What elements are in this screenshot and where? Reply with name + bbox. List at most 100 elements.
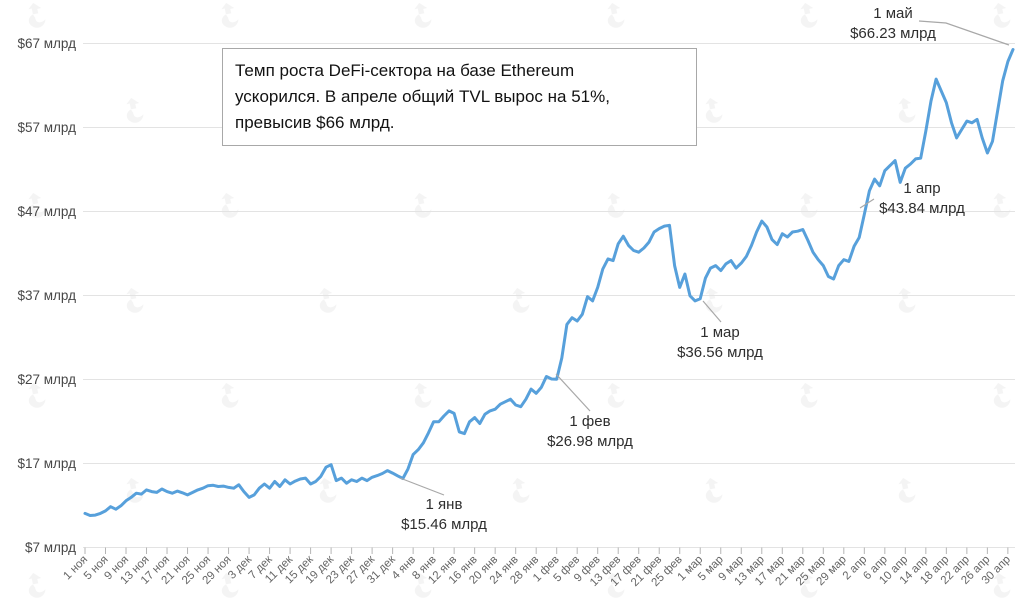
watermark-arrow-shape [800,572,814,585]
watermark-hook-shape [221,14,239,28]
watermark-logo-icon [512,287,530,313]
callout-date-label: 1 май [873,5,913,22]
watermark-arrow-shape [705,97,719,110]
watermark-arrow-shape [705,477,719,490]
watermark-hook-shape [607,14,625,28]
watermark-hook-shape [607,204,625,218]
watermark-arrow-shape [221,572,235,585]
watermark-logo-icon [800,572,818,598]
watermark-arrow-shape [800,192,814,205]
watermark-arrow-shape [414,192,428,205]
watermark-hook-shape [221,394,239,408]
watermark-hook-shape [800,584,818,598]
annotation-line-1: Темп роста DeFi-сектора на базе Ethereum [235,61,575,80]
watermark-logo-icon [414,192,432,218]
watermark-hook-shape [28,14,46,28]
watermark-arrow-shape [607,382,621,395]
watermark-hook-shape [993,14,1011,28]
watermark-hook-shape [126,299,144,313]
watermark-logo-icon [607,572,625,598]
y-axis-label: $37 млрд [17,288,76,303]
watermark-logo-icon [898,477,916,503]
callout-leader-line [859,198,875,209]
watermark-hook-shape [512,489,530,503]
watermark-arrow-shape [993,192,1007,205]
watermark-logo-icon [800,382,818,408]
watermark-hook-shape [414,14,432,28]
watermark-logo-icon [28,572,46,598]
watermark-hook-shape [800,394,818,408]
watermark-logo-icon [28,382,46,408]
watermark-logo-icon [800,2,818,28]
watermark-arrow-shape [319,287,333,300]
watermark-hook-shape [512,299,530,313]
callout-value-label: $66.23 млрд [850,25,936,42]
watermark-arrow-shape [414,572,428,585]
watermark-logo-icon [319,287,337,313]
callout-value-label: $43.84 млрд [879,200,965,217]
y-axis: $67 млрд $57 млрд $47 млрд $37 млрд $27 млрд… [17,36,76,555]
watermark-arrow-shape [993,382,1007,395]
watermark-hook-shape [705,109,723,123]
watermark-hook-shape [800,204,818,218]
watermark-arrow-shape [800,2,814,15]
watermark-logo-icon [221,2,239,28]
callout-leader-line [702,300,722,323]
watermark-hook-shape [993,584,1011,598]
watermark-hook-shape [28,584,46,598]
watermark-logo-icon [705,97,723,123]
callout-date-label: 1 янв [426,496,463,513]
watermark-arrow-shape [126,477,140,490]
y-axis-label: $57 млрд [17,120,76,135]
watermark-logo-icon [898,97,916,123]
callout-leader-line [918,20,1010,46]
watermark-arrow-shape [126,287,140,300]
watermark-arrow-shape [512,287,526,300]
watermark-arrow-shape [800,382,814,395]
watermark-logo-icon [607,2,625,28]
watermark-arrow-shape [607,572,621,585]
watermark-logo-icon [28,2,46,28]
watermark-logo-icon [414,2,432,28]
watermark-logo-icon [800,192,818,218]
watermark-arrow-shape [607,2,621,15]
watermark-hook-shape [414,584,432,598]
callout-leader-line [555,373,591,412]
watermark-hook-shape [414,204,432,218]
watermark-hook-shape [126,489,144,503]
watermark-logo-icon [993,2,1011,28]
watermark-logo-icon [28,192,46,218]
watermark-logo-icon [221,382,239,408]
watermark-logo-icon [414,382,432,408]
watermark-hook-shape [319,489,337,503]
watermark-hook-shape [28,204,46,218]
annotation-line-2: ускорился. В апреле общий TVL вырос на 5… [235,87,610,106]
callout-labels: 1 янв $15.46 млрд 1 фев $26.98 млрд 1 мар $36… [399,5,1010,533]
watermark-hook-shape [607,394,625,408]
callout-value-label: $26.98 млрд [547,433,633,450]
callout-date-label: 1 фев [569,413,610,430]
watermark-arrow-shape [607,192,621,205]
y-axis-label: $47 млрд [17,204,76,219]
watermark-logo-icon [607,382,625,408]
watermark-arrow-shape [512,477,526,490]
y-axis-label: $7 млрд [25,540,76,555]
watermark-arrow-shape [898,477,912,490]
watermark-logo-icon [705,477,723,503]
watermark-logo-icon [221,572,239,598]
watermark-hook-shape [319,299,337,313]
watermark-hook-shape [28,394,46,408]
watermark-arrow-shape [28,572,42,585]
callout-value-label: $15.46 млрд [401,516,487,533]
watermark-logo-icon [898,287,916,313]
callout-date-label: 1 мар [700,324,740,341]
callout-leader-line [399,477,445,496]
watermark-logo-icon [512,477,530,503]
watermark-hook-shape [414,394,432,408]
y-axis-label: $17 млрд [17,456,76,471]
watermark-logo-icon [993,192,1011,218]
watermark-arrow-shape [705,287,719,300]
callout-date-label: 1 апр [903,180,940,197]
